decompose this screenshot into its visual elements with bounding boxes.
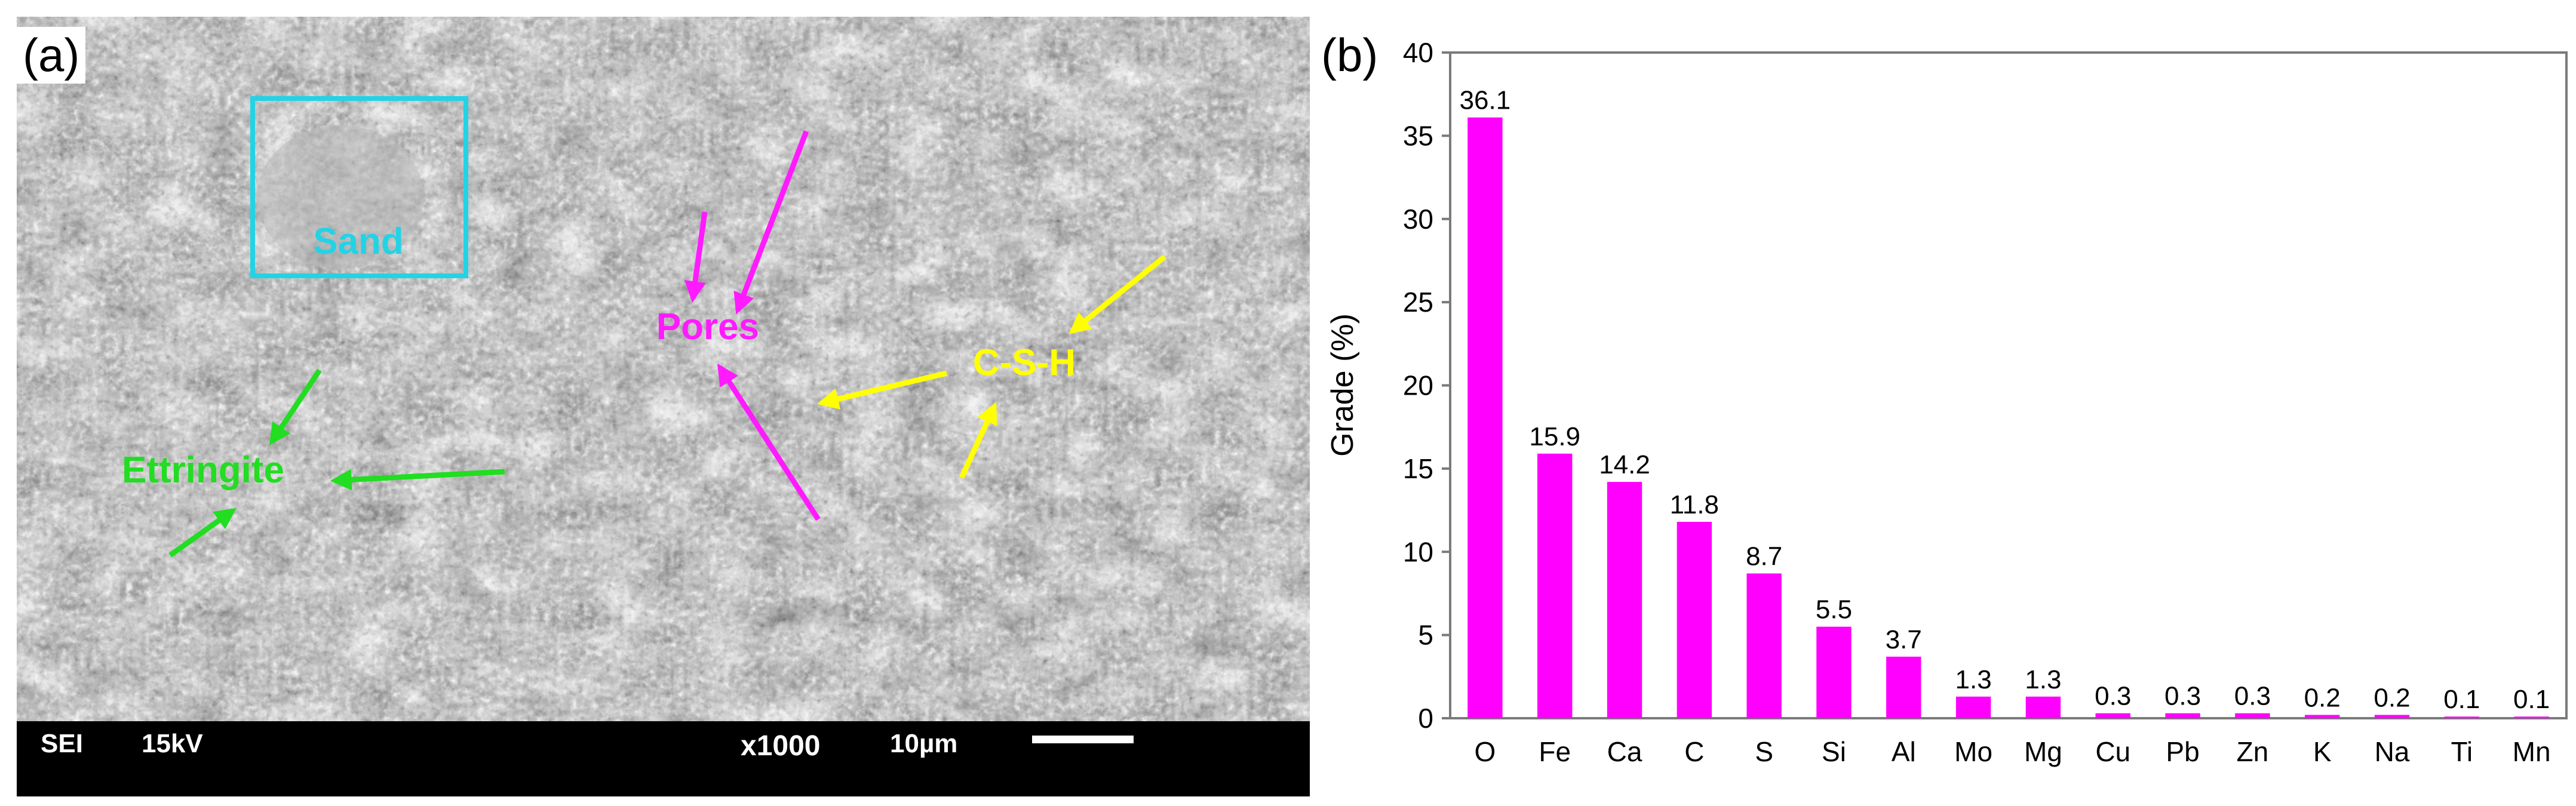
sem-panel: Sand Pores C-S-H Ettringite SEI 15kV x10…	[17, 17, 1310, 796]
data-label: 0.3	[2095, 682, 2131, 711]
bar-k	[2304, 715, 2340, 718]
data-label: 0.1	[2443, 685, 2480, 714]
bar-c	[1677, 522, 1712, 718]
data-label: 36.1	[1460, 86, 1511, 115]
ettringite-arrow	[269, 368, 322, 445]
bar-s	[1746, 573, 1782, 718]
y-tick-label: 35	[1403, 120, 1433, 151]
csh-label: C-S-H	[973, 342, 1076, 383]
pores-label: Pores	[656, 306, 759, 347]
ettringite-arrow	[330, 469, 505, 491]
y-tick-label: 40	[1403, 37, 1433, 68]
x-tick-label: S	[1755, 736, 1773, 767]
csh-arrow	[959, 402, 997, 479]
sem-scale: 10µm	[890, 729, 957, 758]
data-label: 0.3	[2234, 682, 2271, 711]
sem-voltage: 15kV	[142, 729, 203, 758]
y-tick-label: 20	[1403, 370, 1433, 401]
panel-b-label: (b)	[1315, 27, 1384, 84]
pores-arrow	[733, 130, 809, 315]
data-label: 5.5	[1816, 595, 1852, 625]
x-tick-label: Na	[2375, 736, 2410, 767]
pores-arrow	[717, 363, 821, 521]
data-label: 0.3	[2164, 682, 2201, 711]
y-tick-label: 25	[1403, 287, 1433, 318]
bar-zn	[2235, 713, 2270, 718]
chart-panel: Grade (%) 0 5 10 15 20 25 30 35 40 36.1 O 15.9 Fe 14…	[1314, 0, 2576, 803]
data-label: 8.7	[1746, 542, 1782, 571]
sem-magnification: x1000	[741, 730, 820, 762]
x-tick-label: O	[1475, 736, 1496, 767]
sand-label: Sand	[313, 221, 404, 262]
x-tick-label: Mg	[2024, 736, 2062, 767]
data-label: 0.1	[2513, 685, 2550, 714]
bar-na	[2374, 715, 2410, 718]
x-tick-label: C	[1684, 736, 1704, 767]
bar-si	[1816, 626, 1852, 718]
x-tick-label: Zn	[2237, 736, 2269, 767]
data-label: 3.7	[1886, 625, 1922, 654]
x-tick-label: Ca	[1607, 736, 1642, 767]
x-tick-label: Mo	[1954, 736, 1992, 767]
y-tick-label: 30	[1403, 204, 1433, 235]
bar-pb	[2165, 713, 2200, 718]
bar-o	[1467, 117, 1503, 718]
data-label: 15.9	[1529, 422, 1580, 451]
y-tick-label: 15	[1403, 453, 1433, 484]
x-tick-label: Al	[1892, 736, 1916, 767]
data-label: 1.3	[1955, 665, 1992, 694]
csh-arrow	[816, 370, 948, 410]
y-tick-label: 5	[1418, 620, 1433, 651]
x-tick-label: Ti	[2451, 736, 2473, 767]
csh-arrow	[1069, 254, 1166, 334]
x-tick-label: K	[2313, 736, 2332, 767]
bar-mn	[2514, 716, 2549, 718]
bar-mg	[2025, 696, 2061, 718]
scale-bar	[1032, 736, 1134, 743]
y-tick-label: 10	[1403, 536, 1433, 567]
bar-ca	[1607, 482, 1642, 718]
bar-al	[1886, 656, 1921, 718]
sand-box	[250, 96, 468, 278]
x-tick-label: Pb	[2166, 736, 2199, 767]
sem-mode: SEI	[41, 729, 83, 758]
sem-image: Sand Pores C-S-H Ettringite SEI 15kV x10…	[17, 17, 1310, 796]
ettringite-arrow	[168, 507, 237, 558]
data-label: 0.2	[2304, 683, 2341, 712]
data-label: 0.2	[2374, 683, 2410, 712]
bar-cu	[2095, 713, 2130, 718]
data-label: 11.8	[1670, 490, 1719, 519]
bar-mo	[1955, 696, 1991, 718]
bar-chart: Grade (%) 0 5 10 15 20 25 30 35 40 36.1 O 15.9 Fe 14…	[1325, 37, 2568, 767]
pores-arrow	[684, 211, 708, 303]
panel-a-label: (a)	[17, 27, 86, 84]
x-tick-label: Si	[1822, 736, 1846, 767]
bar-ti	[2444, 716, 2479, 718]
x-tick-label: Cu	[2095, 736, 2130, 767]
bar-fe	[1537, 453, 1573, 718]
ettringite-label: Ettringite	[122, 450, 284, 491]
data-label: 1.3	[2025, 665, 2061, 694]
x-tick-label: Mn	[2513, 736, 2551, 767]
x-tick-label: Fe	[1539, 736, 1571, 767]
y-axis-label: Grade (%)	[1325, 313, 1360, 457]
sem-info-bar	[17, 721, 1310, 796]
data-label: 14.2	[1599, 450, 1650, 479]
y-tick-label: 0	[1418, 703, 1433, 734]
